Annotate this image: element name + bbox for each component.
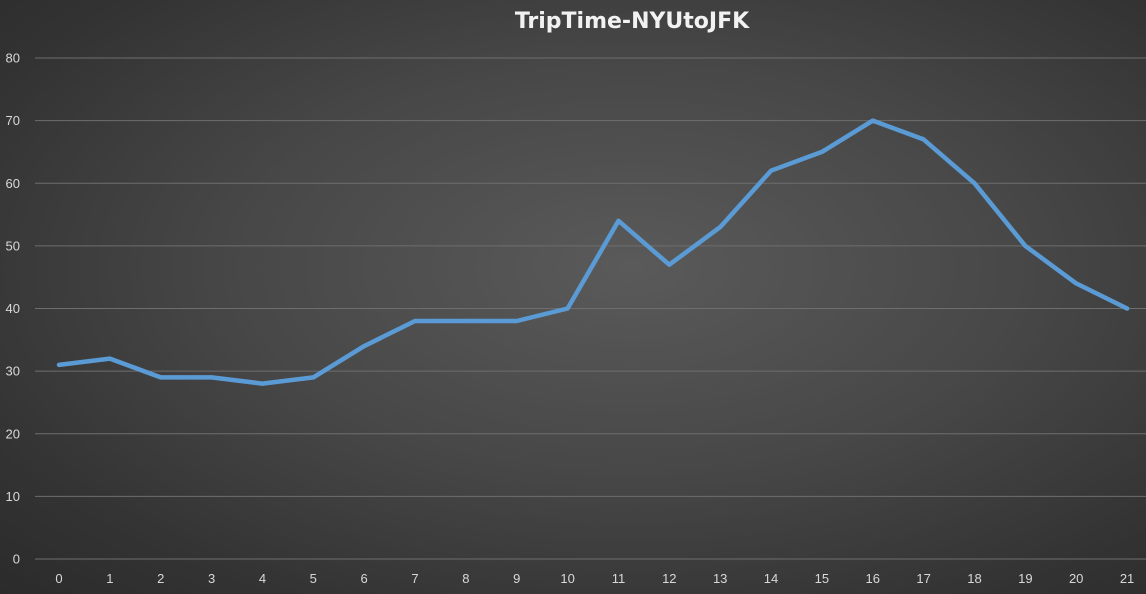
x-tick-label: 16 xyxy=(866,571,880,586)
data-point xyxy=(819,149,824,154)
y-tick-label: 0 xyxy=(13,552,20,567)
x-tick-label: 21 xyxy=(1120,571,1134,586)
x-tick-label: 1 xyxy=(106,571,113,586)
x-tick-label: 18 xyxy=(967,571,981,586)
data-point xyxy=(463,319,468,324)
data-point xyxy=(260,381,265,386)
x-tick-label: 12 xyxy=(662,571,676,586)
x-tick-label: 20 xyxy=(1069,571,1083,586)
y-tick-label: 30 xyxy=(6,364,20,379)
data-point xyxy=(514,319,519,324)
data-point xyxy=(57,362,61,367)
data-point xyxy=(158,375,163,380)
x-tick-label: 5 xyxy=(310,571,317,586)
x-axis-tick-labels: 0 1 2 3 4 5 6 7 8 9 10 11 12 13 14 15 16 17 18 19 20 21 xyxy=(55,571,1134,586)
x-tick-label: 8 xyxy=(462,571,469,586)
data-point xyxy=(667,262,672,267)
gridlines xyxy=(35,57,1146,560)
y-tick-label: 80 xyxy=(6,51,20,66)
x-tick-label: 0 xyxy=(55,571,62,586)
data-point xyxy=(921,137,926,142)
x-tick-label: 9 xyxy=(513,571,520,586)
series-layer xyxy=(56,118,1130,386)
x-tick-label: 17 xyxy=(916,571,930,586)
x-tick-label: 3 xyxy=(208,571,215,586)
x-tick-label: 11 xyxy=(612,571,626,586)
x-tick-label: 14 xyxy=(764,571,778,586)
x-tick-label: 19 xyxy=(1018,571,1032,586)
data-point xyxy=(1125,306,1130,311)
data-point xyxy=(870,118,875,123)
y-tick-label: 10 xyxy=(6,489,20,504)
series-line xyxy=(56,118,1130,386)
y-tick-label: 20 xyxy=(6,426,20,441)
y-tick-label: 70 xyxy=(6,113,20,128)
x-tick-label: 15 xyxy=(815,571,829,586)
data-point xyxy=(1074,281,1079,286)
data-point xyxy=(413,319,418,324)
y-tick-label: 50 xyxy=(6,238,20,253)
data-point xyxy=(107,356,112,361)
data-point xyxy=(311,375,316,380)
y-tick-label: 60 xyxy=(6,176,20,191)
chart-title: TripTime-NYUtoJFK xyxy=(515,9,750,34)
y-axis-tick-labels: 0 10 20 30 40 50 60 70 80 xyxy=(6,51,20,567)
x-tick-label: 13 xyxy=(713,571,727,586)
x-tick-label: 2 xyxy=(157,571,164,586)
data-point xyxy=(769,168,774,173)
data-point xyxy=(209,375,214,380)
data-point xyxy=(362,344,367,349)
x-tick-label: 7 xyxy=(411,571,418,586)
data-point xyxy=(718,225,723,230)
data-point xyxy=(565,306,570,311)
data-point xyxy=(616,218,621,223)
x-tick-label: 6 xyxy=(361,571,368,586)
x-tick-label: 10 xyxy=(560,571,574,586)
data-point xyxy=(972,181,977,186)
data-point xyxy=(1023,243,1028,248)
x-tick-label: 4 xyxy=(259,571,266,586)
y-tick-label: 40 xyxy=(6,301,20,316)
